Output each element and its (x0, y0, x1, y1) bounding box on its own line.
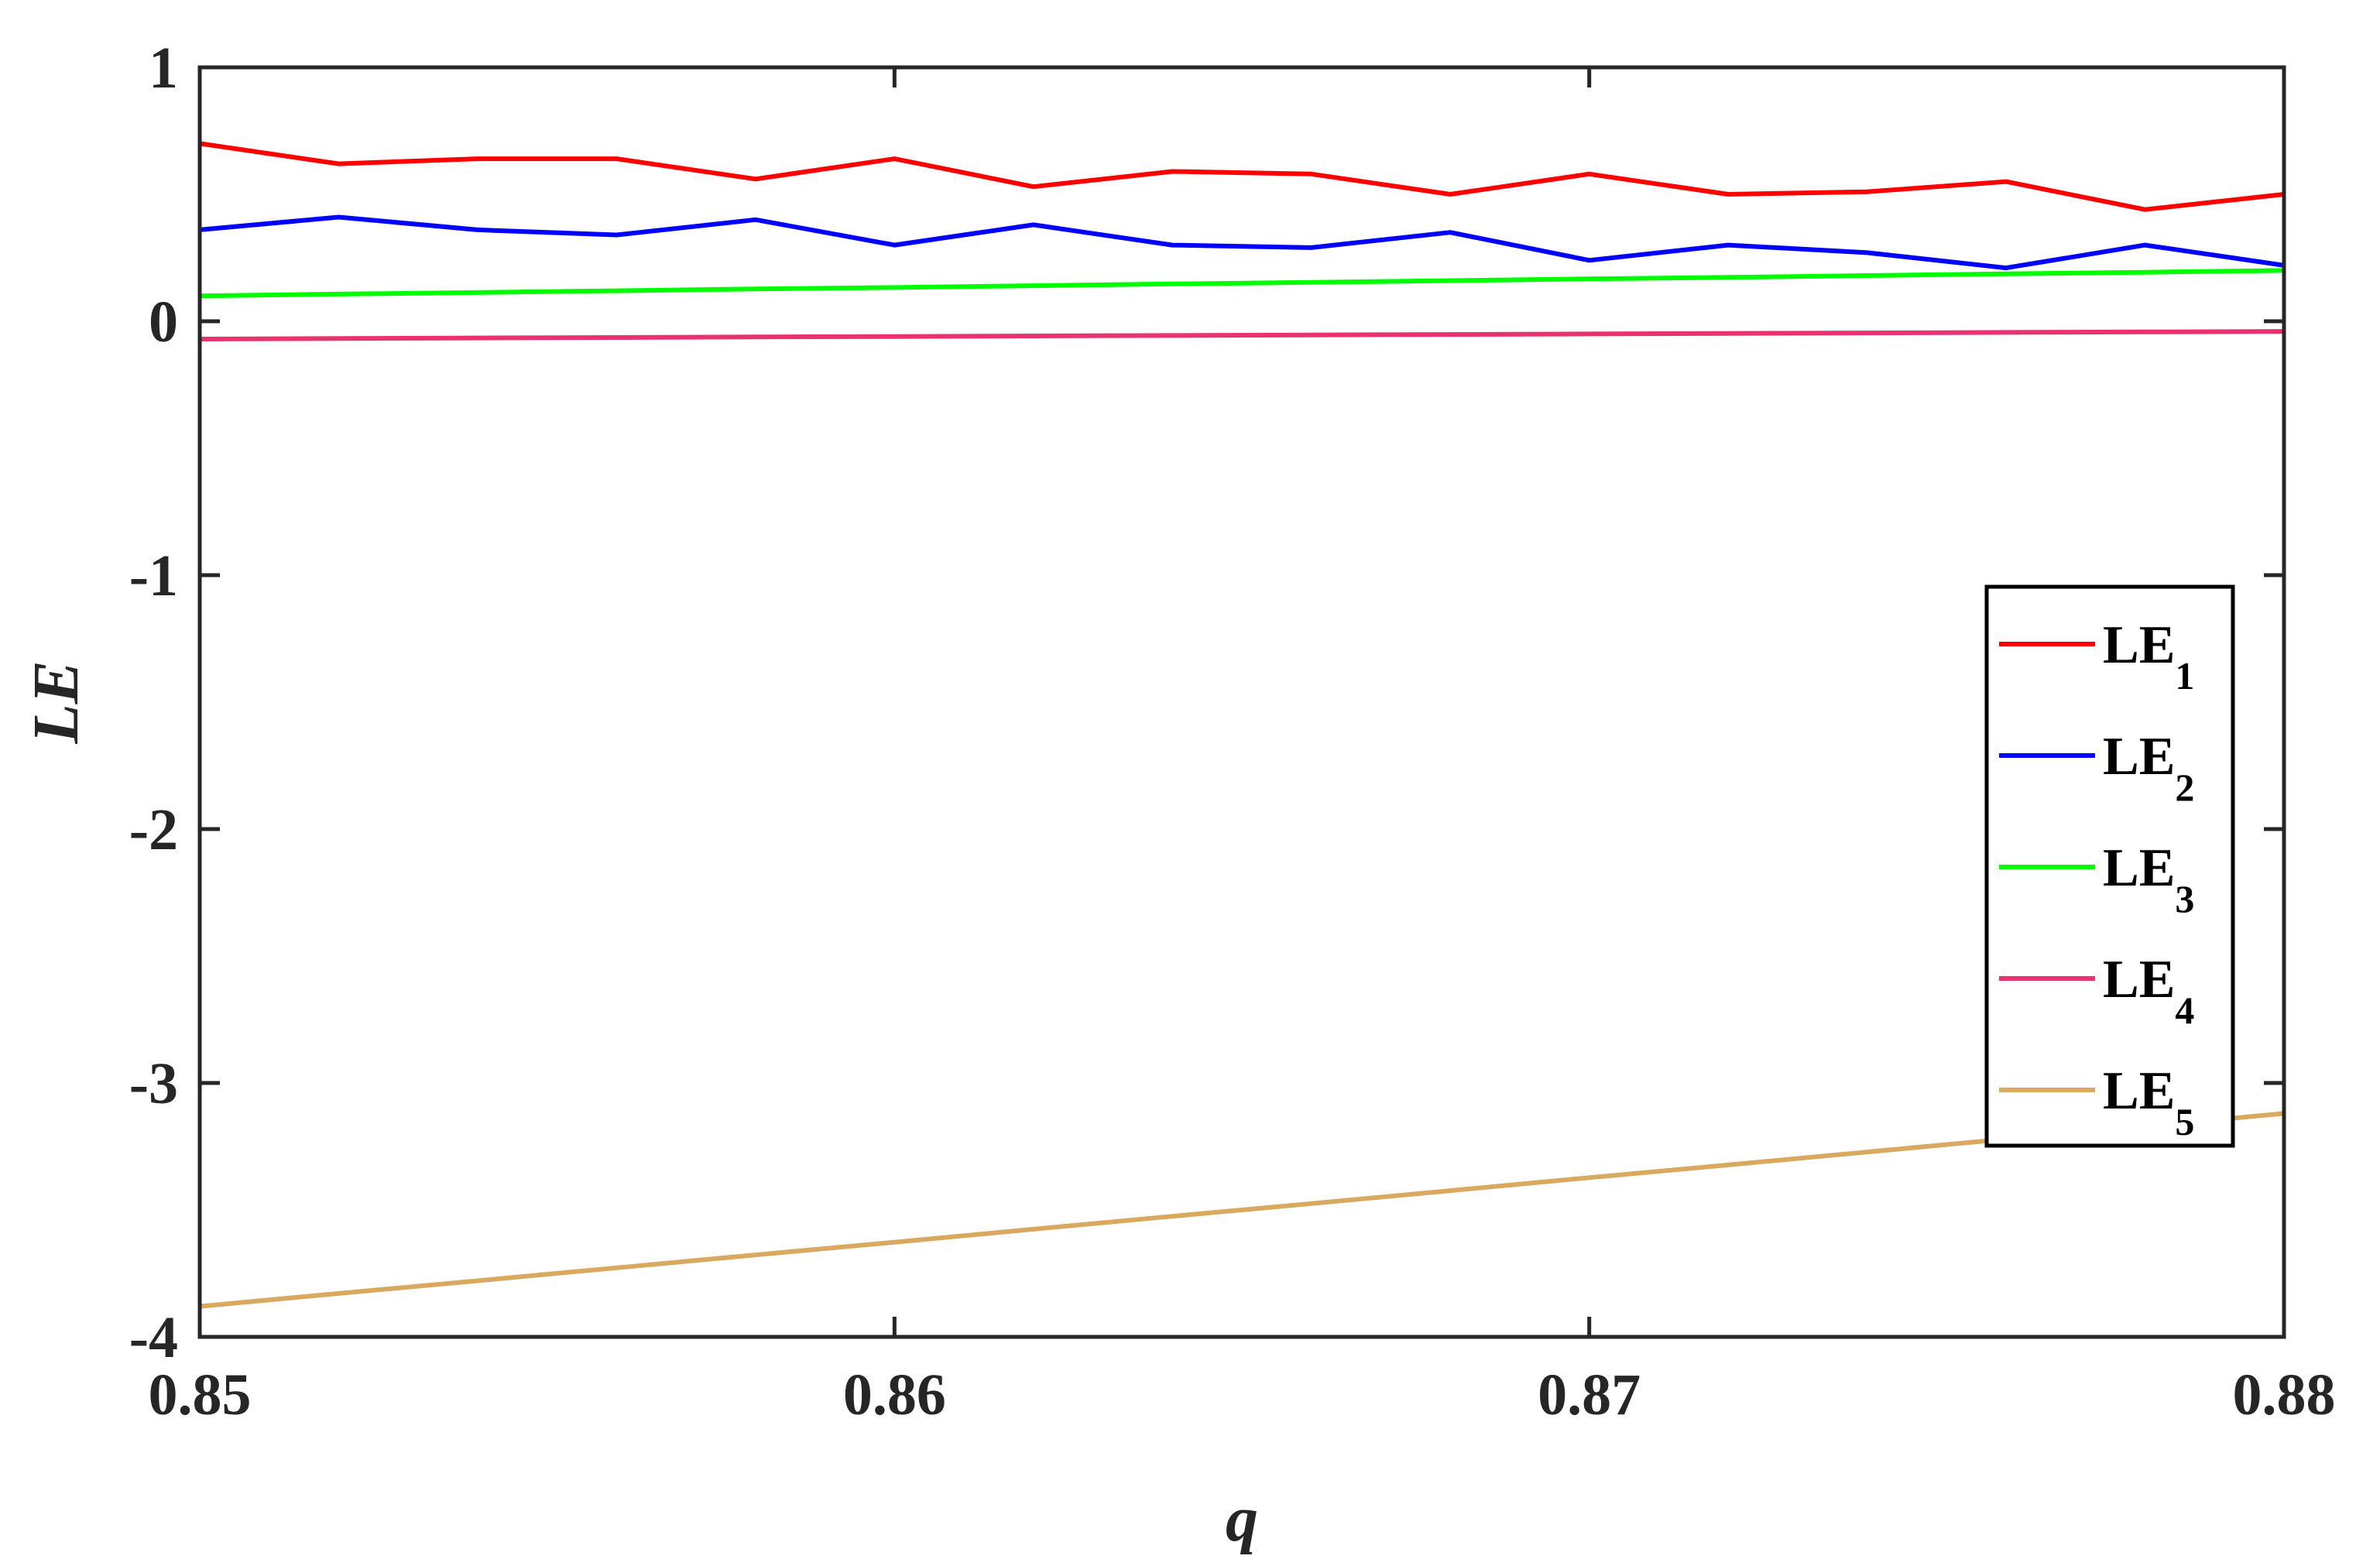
legend-label-5: LE5 (2103, 1061, 2194, 1143)
y-tick-label: -3 (129, 1051, 178, 1116)
x-tick-label: 0.86 (843, 1362, 946, 1427)
legend-label-2: LE2 (2103, 727, 2194, 809)
series-line-4 (199, 329, 2285, 341)
axes-layer (197, 65, 2286, 1339)
x-tick-label: 0.87 (1538, 1362, 1641, 1427)
x-axis-title: q (1226, 1483, 1258, 1555)
x-tick-label: 0.85 (149, 1362, 252, 1427)
y-tick-label: -1 (129, 543, 178, 608)
series-line-5 (199, 1111, 2285, 1309)
x-tick-label: 0.88 (2233, 1362, 2336, 1427)
y-tick-label: -2 (129, 797, 178, 862)
y-tick-label: 0 (149, 290, 178, 355)
legend-label-4: LE4 (2103, 950, 2194, 1032)
y-tick-label: -4 (129, 1305, 178, 1370)
series-line-2 (199, 214, 2285, 271)
y-axis-title: LE (20, 660, 92, 744)
legend-label-3: LE3 (2103, 838, 2194, 920)
y-tick-label: 1 (149, 36, 178, 101)
ticks-layer: 0.85 0.86 0.87 0.88 1 0 -1 -2 -3 -4 (129, 36, 2336, 1427)
legend: LE1 LE2 LE3 LE4 LE5 (1984, 584, 2235, 1148)
plot-frame (197, 65, 2286, 1339)
series-line-3 (199, 268, 2285, 299)
series-layer (199, 141, 2285, 1309)
series-line-1 (199, 141, 2285, 212)
legend-label-1: LE1 (2103, 615, 2194, 697)
